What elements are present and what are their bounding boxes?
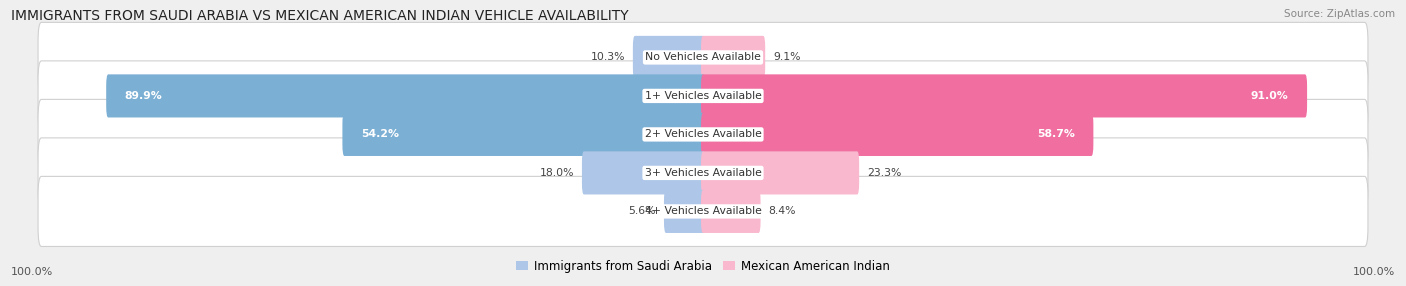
FancyBboxPatch shape xyxy=(702,113,1094,156)
Text: 5.6%: 5.6% xyxy=(628,206,657,217)
Text: 58.7%: 58.7% xyxy=(1038,130,1074,139)
Text: 10.3%: 10.3% xyxy=(591,52,624,62)
FancyBboxPatch shape xyxy=(38,22,1368,92)
FancyBboxPatch shape xyxy=(38,138,1368,208)
Text: 8.4%: 8.4% xyxy=(769,206,796,217)
Text: 9.1%: 9.1% xyxy=(773,52,800,62)
FancyBboxPatch shape xyxy=(702,36,765,79)
Text: 2+ Vehicles Available: 2+ Vehicles Available xyxy=(644,130,762,139)
FancyBboxPatch shape xyxy=(664,190,704,233)
Text: 18.0%: 18.0% xyxy=(540,168,574,178)
Text: No Vehicles Available: No Vehicles Available xyxy=(645,52,761,62)
FancyBboxPatch shape xyxy=(38,99,1368,169)
FancyBboxPatch shape xyxy=(633,36,704,79)
Text: 89.9%: 89.9% xyxy=(125,91,163,101)
Text: 100.0%: 100.0% xyxy=(1353,267,1395,277)
Text: 54.2%: 54.2% xyxy=(361,130,399,139)
Text: 3+ Vehicles Available: 3+ Vehicles Available xyxy=(644,168,762,178)
FancyBboxPatch shape xyxy=(702,190,761,233)
FancyBboxPatch shape xyxy=(702,74,1308,118)
FancyBboxPatch shape xyxy=(343,113,704,156)
Text: Source: ZipAtlas.com: Source: ZipAtlas.com xyxy=(1284,9,1395,19)
FancyBboxPatch shape xyxy=(107,74,704,118)
Text: 91.0%: 91.0% xyxy=(1251,91,1288,101)
FancyBboxPatch shape xyxy=(38,61,1368,131)
Text: 4+ Vehicles Available: 4+ Vehicles Available xyxy=(644,206,762,217)
FancyBboxPatch shape xyxy=(38,176,1368,247)
Text: 100.0%: 100.0% xyxy=(11,267,53,277)
Text: IMMIGRANTS FROM SAUDI ARABIA VS MEXICAN AMERICAN INDIAN VEHICLE AVAILABILITY: IMMIGRANTS FROM SAUDI ARABIA VS MEXICAN … xyxy=(11,9,628,23)
Legend: Immigrants from Saudi Arabia, Mexican American Indian: Immigrants from Saudi Arabia, Mexican Am… xyxy=(516,260,890,273)
FancyBboxPatch shape xyxy=(582,151,704,194)
Text: 23.3%: 23.3% xyxy=(868,168,901,178)
Text: 1+ Vehicles Available: 1+ Vehicles Available xyxy=(644,91,762,101)
FancyBboxPatch shape xyxy=(702,151,859,194)
